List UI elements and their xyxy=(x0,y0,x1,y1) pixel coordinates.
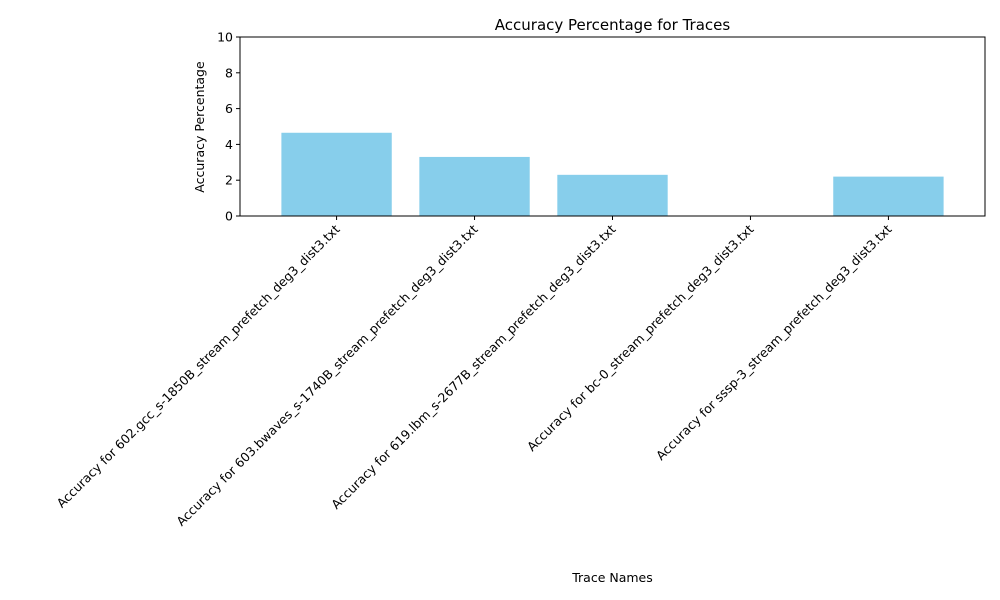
y-axis-ticks: 0 2 4 6 8 10 xyxy=(217,30,240,224)
y-tick-label: 0 xyxy=(225,209,233,224)
x-tick-label: Accuracy for bc-0_stream_prefetch_deg3_d… xyxy=(524,221,757,454)
y-tick-label: 10 xyxy=(217,30,233,45)
x-tick-label: Accuracy for 602.gcc_s-1850B_stream_pref… xyxy=(54,221,343,510)
y-tick-label: 2 xyxy=(225,173,233,188)
x-tick-label: Accuracy for sssp-3_stream_prefetch_deg3… xyxy=(653,221,895,463)
plot-frame xyxy=(239,36,986,217)
x-axis-label: Trace Names xyxy=(571,570,653,585)
bar-3 xyxy=(557,174,668,216)
bars-group xyxy=(281,132,944,216)
y-tick-label: 4 xyxy=(225,137,233,152)
bar-5 xyxy=(833,176,944,216)
bar-1 xyxy=(281,132,392,216)
y-axis-label: Accuracy Percentage xyxy=(192,61,207,193)
chart-title: Accuracy Percentage for Traces xyxy=(495,16,731,34)
y-tick-label: 8 xyxy=(225,65,233,80)
x-tick-label: Accuracy for 619.lbm_s-2677B_stream_pref… xyxy=(328,221,619,512)
x-axis-ticks: Accuracy for 602.gcc_s-1850B_stream_pref… xyxy=(54,216,895,529)
bar-2 xyxy=(419,156,530,216)
x-tick-label: Accuracy for 603.bwaves_s-1740B_stream_p… xyxy=(173,221,480,528)
y-tick-label: 6 xyxy=(225,101,233,116)
